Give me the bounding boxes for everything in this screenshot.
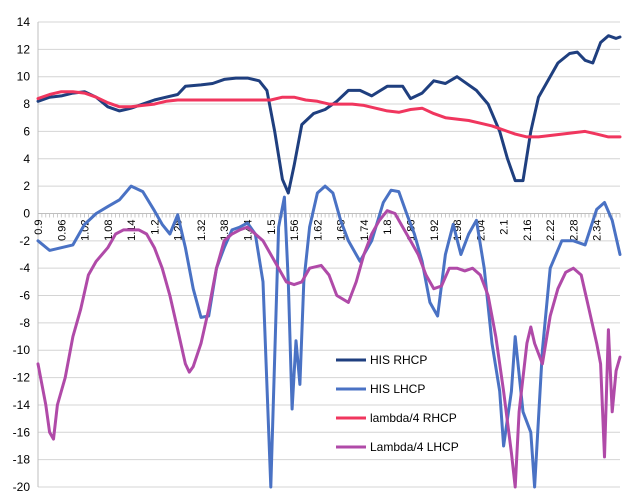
legend: HIS RHCP HIS LHCP lambda/4 RHCP Lambda/4 LH… [336, 353, 459, 454]
y-tick-label: 2 [23, 179, 30, 193]
y-tick-label: -20 [13, 480, 31, 493]
y-tick-label: -4 [19, 261, 30, 275]
x-tick-label: 1.68 [336, 219, 348, 240]
x-tick-label: 1.74 [359, 219, 371, 240]
series-lines [36, 34, 622, 489]
x-tick-label: 1.92 [429, 219, 441, 240]
y-tick-label: -18 [13, 453, 31, 467]
series-line-3 [36, 90, 622, 139]
y-tick-label: 12 [17, 42, 31, 56]
y-tick-label: 10 [17, 70, 31, 84]
x-tick-label: 1.62 [312, 219, 324, 240]
y-tick-label: -10 [13, 343, 31, 357]
x-tick-label: 2.34 [592, 219, 604, 240]
y-tick-label: 4 [23, 152, 30, 166]
x-tick-label: 2.28 [568, 219, 580, 240]
x-tick-label: 2.22 [545, 219, 557, 240]
y-tick-label: 14 [17, 15, 31, 29]
y-tick-label: -14 [13, 398, 31, 412]
x-axis: 0.9 0.96 1.02 1.08 1.14 1.2 1.26 1.32 1.38 1.44 1.… [33, 212, 621, 241]
x-tick-label: 1.8 [382, 219, 394, 234]
y-tick-label: 0 [23, 206, 30, 220]
x-tick-label: 2.16 [522, 219, 534, 240]
gridlines [38, 21, 620, 488]
x-tick-label: 1.2 [149, 219, 161, 234]
legend-label: Lambda/4 LHCP [370, 440, 459, 454]
x-tick-label: 0.96 [56, 219, 68, 240]
x-tick-label: 1.56 [289, 219, 301, 240]
series-line-1 [36, 34, 622, 195]
x-tick-label: 1.32 [196, 219, 208, 240]
y-tick-label: -12 [13, 371, 31, 385]
x-tick-label: 1.08 [103, 219, 115, 240]
y-tick-label: -6 [19, 289, 30, 303]
series-line-2 [36, 184, 622, 489]
x-tick-label: 1.5 [266, 219, 278, 234]
y-tick-label: 6 [23, 124, 30, 138]
y-tick-label: 8 [23, 97, 30, 111]
legend-label: HIS RHCP [370, 353, 427, 367]
x-tick-label: 0.9 [33, 219, 45, 234]
y-tick-label: -2 [19, 234, 30, 248]
legend-label: HIS LHCP [370, 382, 425, 396]
x-tick-label: 2.1 [499, 219, 511, 234]
legend-label: lambda/4 RHCP [370, 411, 457, 425]
y-axis: 14 12 10 8 6 4 2 0 -2 -4 -6 -8 -10 -12 -14 -16 -18 -20 [13, 15, 39, 494]
y-tick-label: -8 [19, 316, 30, 330]
x-tick-label: 1.02 [80, 219, 92, 240]
y-tick-label: -16 [13, 425, 31, 439]
series-line-4 [36, 209, 622, 489]
